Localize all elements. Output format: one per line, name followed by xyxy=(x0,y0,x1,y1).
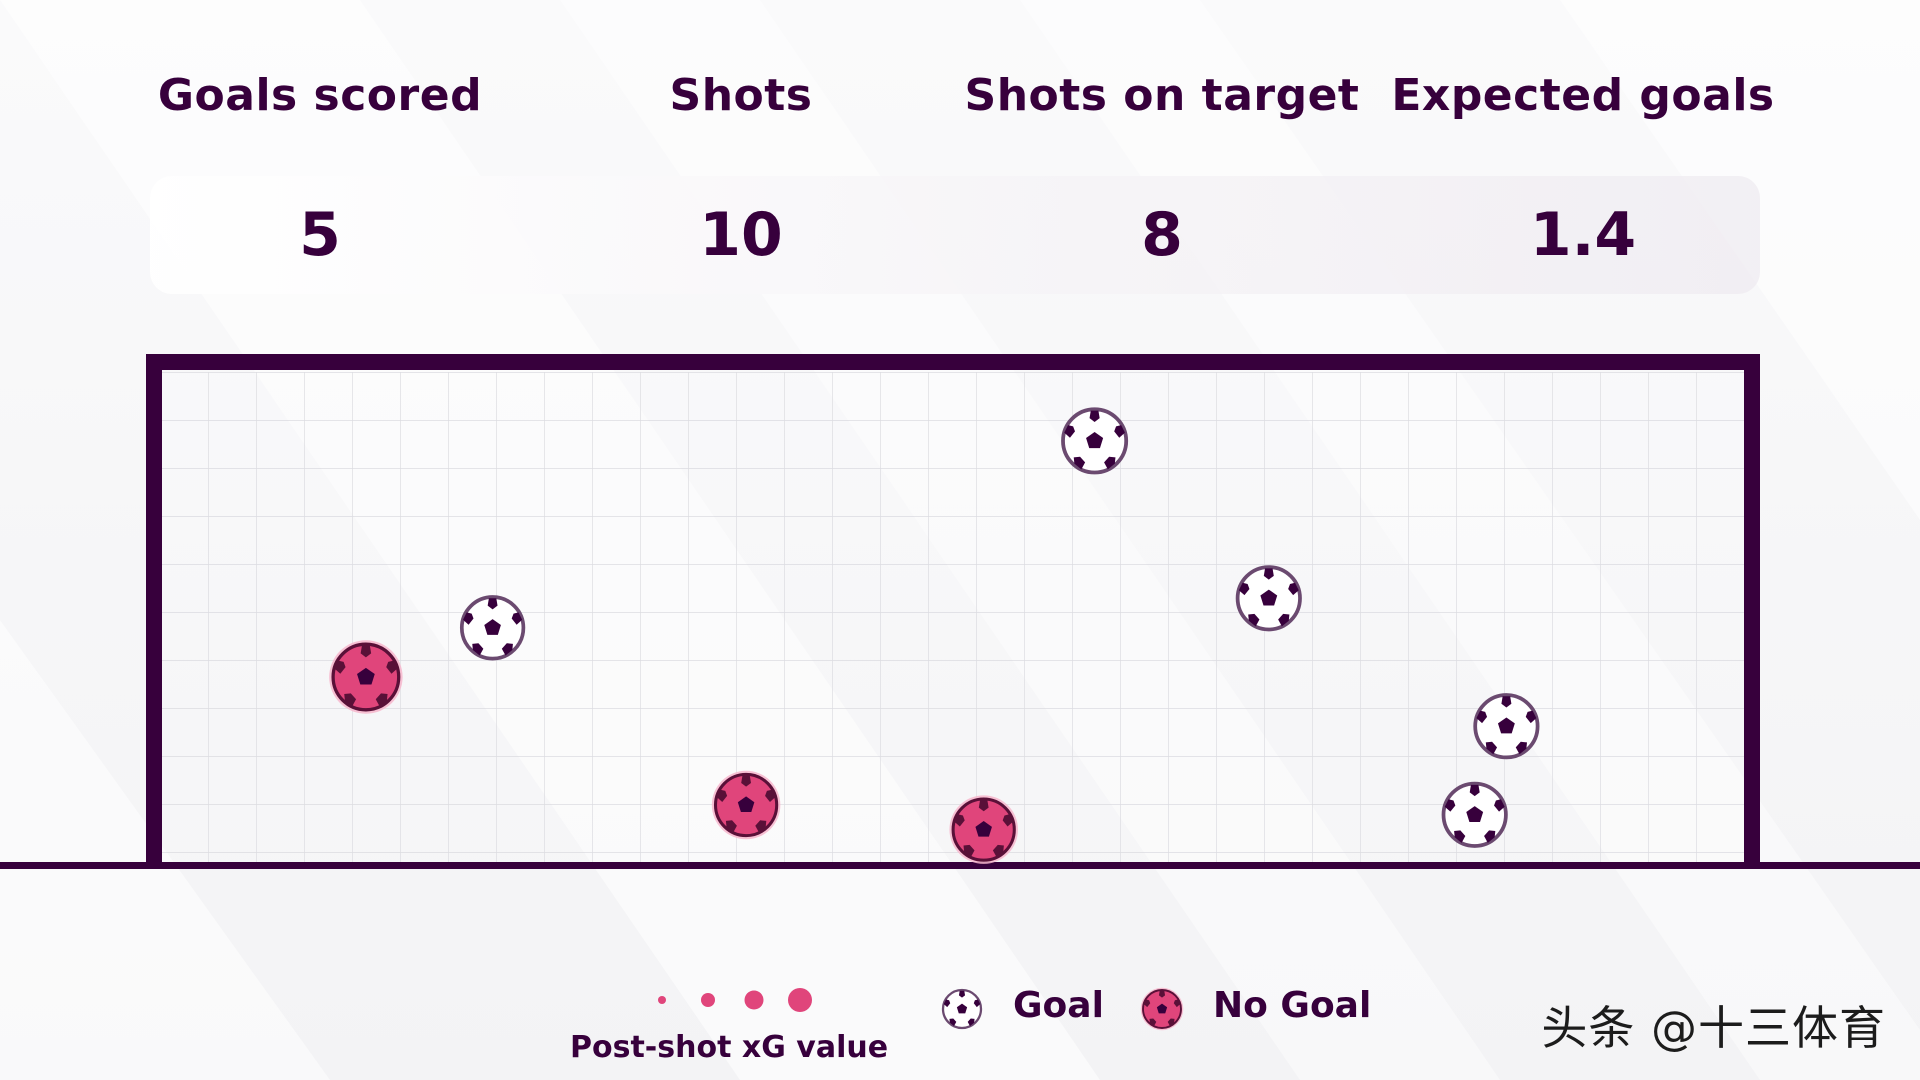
goal-line xyxy=(0,862,1920,869)
goals-scored-value: 5 xyxy=(299,200,341,270)
shots-on-target-value: 8 xyxy=(1141,200,1183,270)
post-shot-xg-legend-label: Post-shot xG value xyxy=(570,1030,889,1065)
shots-value: 10 xyxy=(699,200,783,270)
legend: Post-shot xG value Goal No Goal xyxy=(570,975,1570,1075)
expected-goals-value: 1.4 xyxy=(1529,200,1637,270)
goal-shot-marker-1 xyxy=(462,597,524,659)
no-goal-shot-marker-2 xyxy=(712,771,781,840)
no-goal-shot-marker-3 xyxy=(949,795,1018,864)
goal-shot-marker-3 xyxy=(1238,567,1300,629)
goal-legend-label: Goal xyxy=(1013,985,1104,1026)
goal-net xyxy=(160,372,1744,864)
xg-size-dot-3 xyxy=(744,990,764,1010)
shots-on-target-label: Shots on target xyxy=(964,70,1360,121)
shots-label: Shots xyxy=(669,70,813,121)
xg-size-dot-1 xyxy=(658,996,666,1004)
xg-size-dot-4 xyxy=(788,988,812,1012)
goals-scored-label: Goals scored xyxy=(157,70,483,121)
xg-size-dot-2 xyxy=(701,993,715,1007)
goal-net-shade xyxy=(160,372,1744,864)
goal-shot-marker-4 xyxy=(1475,695,1537,757)
goal-shot-marker-2 xyxy=(1063,409,1126,472)
goal-frame xyxy=(146,354,1760,866)
no-goal-shot-marker-1 xyxy=(329,640,402,713)
expected-goals-label: Expected goals xyxy=(1391,70,1775,121)
legend-xg-size-scale xyxy=(658,988,812,1012)
stats-header: Goals scored Shots Shots on target Expec… xyxy=(110,70,1810,150)
no-goal-legend-label: No Goal xyxy=(1213,985,1372,1026)
source-watermark: 头条 @十三体育 xyxy=(1541,1001,1886,1055)
stats-values-band xyxy=(150,176,1760,294)
goal-shot-marker-5 xyxy=(1444,784,1506,846)
